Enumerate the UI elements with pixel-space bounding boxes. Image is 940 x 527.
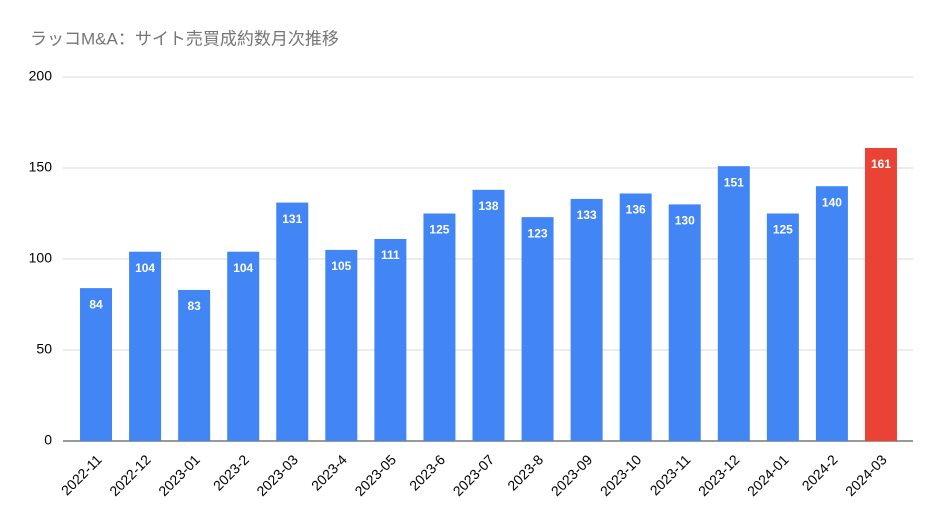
bar	[521, 217, 554, 441]
bar	[717, 166, 750, 441]
value-label: 151	[724, 175, 744, 189]
value-label: 131	[282, 212, 302, 226]
bar	[80, 288, 113, 441]
x-tick-label: 2023-09	[548, 451, 596, 499]
x-tick-label: 2022-12	[106, 451, 154, 499]
x-tick-label: 2022-11	[58, 451, 105, 498]
value-label: 105	[331, 259, 351, 273]
value-label: 140	[822, 195, 842, 209]
bar	[325, 249, 358, 441]
value-label: 104	[233, 261, 253, 275]
value-label: 130	[675, 214, 695, 228]
bar	[129, 251, 162, 441]
x-tick-label: 2023-10	[597, 451, 645, 499]
bar	[864, 147, 897, 442]
value-label: 104	[135, 261, 155, 275]
bar	[619, 193, 652, 441]
bar	[374, 238, 407, 441]
y-tick-label: 50	[36, 341, 52, 357]
x-tick-label: 2024-2	[799, 451, 841, 493]
bar	[570, 198, 603, 441]
bar	[423, 213, 456, 441]
bar	[815, 186, 848, 441]
bar	[668, 204, 701, 441]
value-label: 83	[187, 299, 201, 313]
value-label: 136	[626, 203, 646, 217]
value-label: 125	[773, 223, 793, 237]
value-label: 111	[381, 248, 400, 262]
x-tick-label: 2024-03	[842, 451, 890, 499]
bar	[178, 289, 211, 441]
value-label: 133	[577, 208, 597, 222]
chart-title: ラッコM&A：サイト売買成約数月次推移	[30, 29, 339, 48]
y-tick-label: 100	[29, 250, 53, 266]
y-tick-label: 150	[29, 159, 53, 175]
y-tick-label: 200	[29, 68, 53, 84]
x-tick-label: 2023-6	[406, 451, 448, 493]
bar	[766, 213, 799, 441]
bar	[227, 251, 260, 441]
x-tick-label: 2023-11	[647, 451, 694, 498]
value-label: 161	[871, 157, 891, 171]
x-tick-label: 2023-03	[253, 451, 301, 499]
value-label: 84	[89, 297, 103, 311]
x-tick-label: 2023-4	[308, 451, 350, 493]
value-label: 125	[429, 223, 449, 237]
bar	[472, 189, 505, 441]
bar	[276, 202, 309, 441]
x-tick-label: 2023-12	[695, 451, 743, 499]
value-label: 123	[528, 226, 548, 240]
x-tick-label: 2023-07	[450, 451, 498, 499]
x-tick-label: 2024-01	[744, 451, 792, 499]
x-tick-label: 2023-2	[210, 451, 252, 493]
y-tick-label: 0	[44, 432, 52, 448]
x-tick-label: 2023-05	[351, 451, 399, 499]
x-tick-label: 2023-01	[155, 451, 203, 499]
value-label: 138	[478, 199, 498, 213]
x-tick-label: 2023-8	[504, 451, 546, 493]
